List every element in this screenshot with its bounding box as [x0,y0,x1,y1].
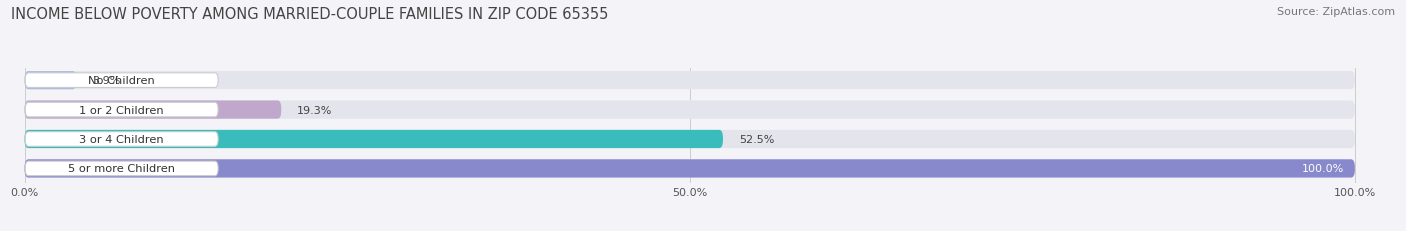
Text: 5 or more Children: 5 or more Children [67,164,176,174]
FancyBboxPatch shape [24,160,1355,178]
FancyBboxPatch shape [25,103,218,117]
Text: Source: ZipAtlas.com: Source: ZipAtlas.com [1277,7,1395,17]
Text: 52.5%: 52.5% [740,134,775,144]
FancyBboxPatch shape [25,161,218,176]
FancyBboxPatch shape [24,101,1355,119]
Text: 19.3%: 19.3% [297,105,333,115]
Text: 1 or 2 Children: 1 or 2 Children [79,105,165,115]
Text: INCOME BELOW POVERTY AMONG MARRIED-COUPLE FAMILIES IN ZIP CODE 65355: INCOME BELOW POVERTY AMONG MARRIED-COUPL… [11,7,609,22]
Text: 3.9%: 3.9% [93,76,121,86]
Text: 3 or 4 Children: 3 or 4 Children [79,134,165,144]
FancyBboxPatch shape [24,72,1355,90]
FancyBboxPatch shape [24,130,1355,149]
FancyBboxPatch shape [25,73,218,88]
FancyBboxPatch shape [25,132,218,147]
FancyBboxPatch shape [24,101,281,119]
FancyBboxPatch shape [24,72,76,90]
FancyBboxPatch shape [24,160,1355,178]
Text: 100.0%: 100.0% [1302,164,1344,174]
Text: No Children: No Children [89,76,155,86]
FancyBboxPatch shape [24,130,723,149]
